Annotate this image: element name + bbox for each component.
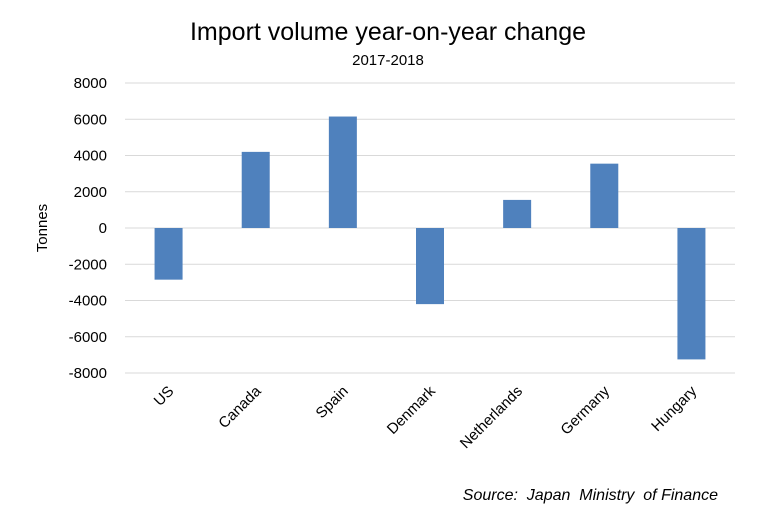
x-tick-label: US — [151, 383, 178, 410]
y-tick-label: -6000 — [69, 329, 107, 346]
bar-canada — [241, 151, 270, 228]
x-tick-label: Hungary — [648, 382, 700, 434]
bar-hungary — [677, 228, 706, 360]
bars — [154, 116, 706, 360]
x-axis-ticks: US Canada Spain Denmark Netherlands Germany Hu… — [151, 382, 701, 452]
y-tick-label: 0 — [99, 220, 107, 237]
y-tick-label: -8000 — [69, 365, 107, 382]
chart-subtitle: 2017-2018 — [352, 52, 424, 69]
x-tick-label: Canada — [215, 382, 265, 432]
y-tick-label: 4000 — [74, 148, 107, 165]
y-tick-label: 6000 — [74, 111, 107, 128]
x-tick-label: Spain — [313, 383, 352, 422]
bar-denmark — [416, 228, 444, 305]
y-axis-label: Tonnes — [34, 204, 51, 252]
y-tick-label: 8000 — [74, 75, 107, 92]
bar-spain — [328, 116, 357, 228]
bar-germany — [590, 163, 619, 228]
y-tick-label: -4000 — [69, 293, 107, 310]
y-tick-label: 2000 — [74, 184, 107, 201]
x-tick-label: Netherlands — [457, 383, 526, 452]
chart-title: Import volume year-on-year change — [190, 18, 586, 46]
x-tick-label: Denmark — [384, 382, 439, 437]
source-note: Source: Japan Ministry of Finance — [463, 487, 718, 504]
y-axis-ticks: 8000 6000 4000 2000 0 -2000 -4000 -6000 -8000 — [69, 75, 107, 382]
bar-netherlands — [503, 199, 532, 228]
y-tick-label: -2000 — [69, 256, 107, 273]
x-tick-label: Germany — [557, 382, 613, 438]
bar-us — [154, 228, 183, 280]
